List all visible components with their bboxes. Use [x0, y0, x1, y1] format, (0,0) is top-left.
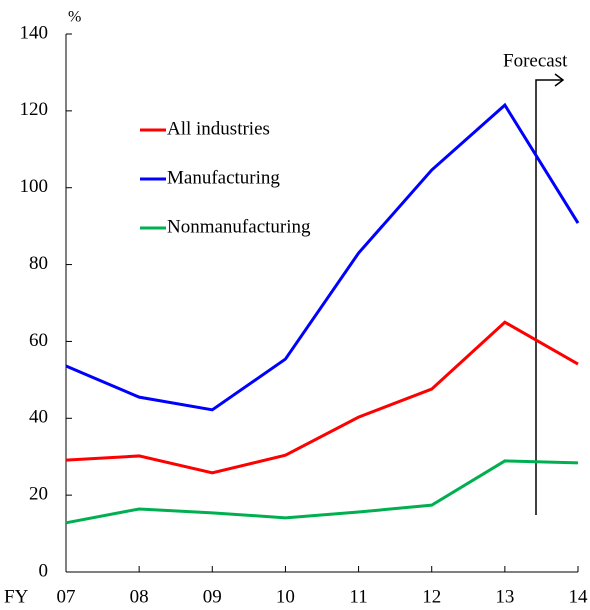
x-tick-label: 13: [495, 586, 514, 607]
line: [65, 459, 579, 525]
x-tick-label: 14: [569, 586, 589, 607]
legend-label: Manufacturing: [167, 167, 280, 188]
y-tick-label: 40: [29, 407, 48, 428]
x-tick-label: 07: [57, 586, 76, 607]
y-tick-label: 140: [20, 22, 49, 43]
x-tick-label: 12: [422, 586, 441, 607]
annotation: Forecast: [503, 50, 568, 71]
line: [65, 102, 580, 412]
y-axis-label: %: [68, 9, 81, 26]
y-tick-label: 60: [29, 330, 48, 351]
y-tick-label: 120: [20, 99, 49, 120]
line: [65, 320, 579, 475]
x-tick-label: 10: [276, 586, 295, 607]
x-axis-label: FY: [4, 586, 29, 607]
forecast-arrow: [535, 73, 565, 515]
x-tick-label: 08: [130, 586, 149, 607]
y-tick-label: 20: [29, 484, 48, 505]
legend-label: Nonmanufacturing: [167, 216, 311, 237]
legend-label: All industries: [167, 118, 270, 139]
y-tick-label: 80: [29, 253, 48, 274]
y-tick-label: 0: [39, 560, 49, 581]
y-tick-label: 100: [20, 176, 49, 197]
x-tick-label: 11: [349, 586, 367, 607]
x-tick-label: 09: [203, 586, 222, 607]
